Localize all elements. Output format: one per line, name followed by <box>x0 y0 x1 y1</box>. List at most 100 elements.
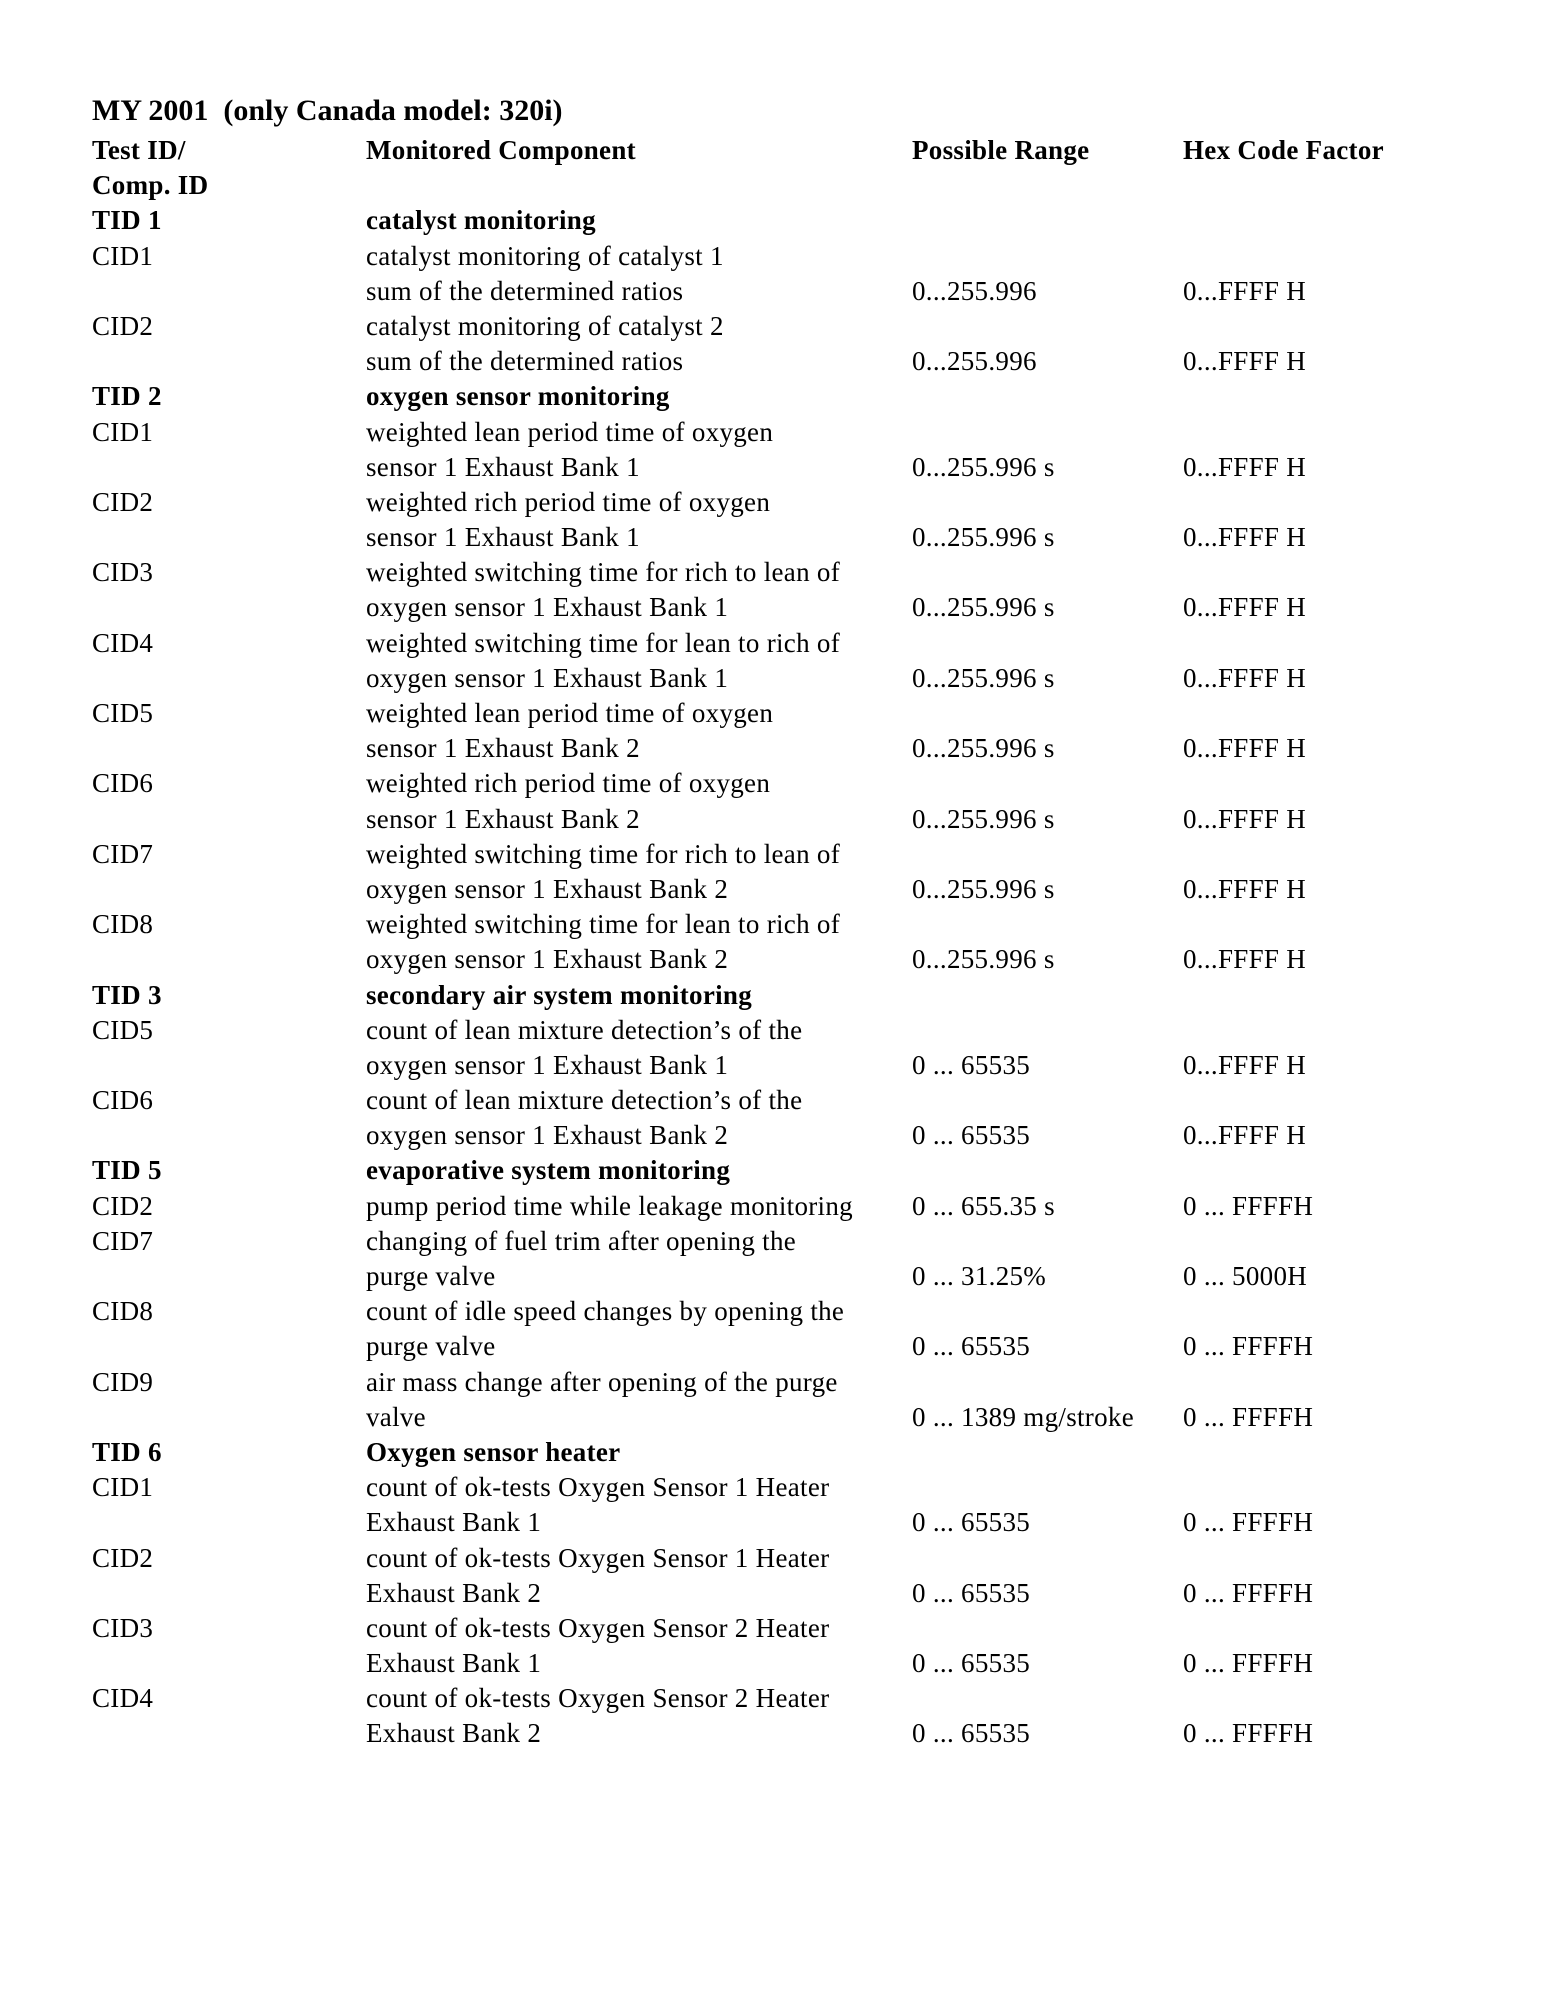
range-cell: 0 ... 65535 <box>912 1718 1031 1749</box>
header-comp-id: Comp. ID <box>92 170 209 201</box>
test-id-cell: CID5 <box>92 698 154 728</box>
component-cell: purge valve <box>366 1331 496 1362</box>
hex-cell: 0 ... FFFFH <box>1183 1648 1314 1679</box>
component-cell: count of lean mixture detection’s of the <box>366 1014 803 1045</box>
component-cell: weighted switching time for rich to lean… <box>366 838 841 869</box>
test-id-cell: CID6 <box>92 1085 154 1116</box>
hex-cell: 0...FFFF H <box>1183 451 1307 482</box>
component-cell: air mass change after opening of the pur… <box>366 1366 838 1397</box>
component-cell: oxygen sensor 1 Exhaust Bank 2 <box>366 873 729 904</box>
component-cell: Exhaust Bank 2 <box>366 1718 542 1749</box>
component-cell: purge valve <box>366 1261 496 1291</box>
range-cell: 0...255.996 s <box>912 592 1055 623</box>
range-cell: 0...255.996 s <box>912 803 1055 834</box>
test-id-cell: CID4 <box>92 1683 154 1714</box>
test-id-cell: CID8 <box>92 909 154 940</box>
range-cell: 0...255.996 s <box>912 944 1055 975</box>
hex-cell: 0 ... FFFFH <box>1183 1507 1314 1538</box>
component-cell: sensor 1 Exhaust Bank 1 <box>366 522 640 553</box>
test-id-cell: CID8 <box>92 1296 154 1327</box>
test-id-cell: TID 3 <box>92 979 162 1010</box>
component-cell: count of ok-tests Oxygen Sensor 2 Heater <box>366 1612 830 1643</box>
range-cell: 0...255.996 s <box>912 662 1055 693</box>
header-possible-range: Possible Range <box>912 135 1090 165</box>
range-cell: 0 ... 655.35 s <box>912 1190 1055 1221</box>
range-cell: 0 ... 65535 <box>912 1648 1031 1679</box>
hex-cell: 0...FFFF H <box>1183 275 1307 306</box>
range-cell: 0...255.996 <box>912 346 1037 377</box>
component-cell: Exhaust Bank 1 <box>366 1507 542 1538</box>
component-cell: weighted switching time for lean to rich… <box>366 909 841 940</box>
hex-cell: 0 ... FFFFH <box>1183 1718 1314 1749</box>
component-cell: count of ok-tests Oxygen Sensor 1 Heater <box>366 1542 830 1573</box>
component-cell: count of lean mixture detection’s of the <box>366 1085 803 1116</box>
range-cell: 0 ... 1389 mg/stroke <box>912 1401 1134 1432</box>
component-cell: catalyst monitoring of catalyst 2 <box>366 310 724 341</box>
test-id-cell: CID7 <box>92 1225 154 1256</box>
test-id-cell: TID 5 <box>92 1155 162 1186</box>
test-id-cell: CID5 <box>92 1014 154 1045</box>
component-cell: oxygen sensor 1 Exhaust Bank 2 <box>366 1120 729 1151</box>
range-cell: 0...255.996 s <box>912 873 1055 904</box>
range-cell: 0 ... 65535 <box>912 1507 1031 1538</box>
hex-cell: 0 ... FFFFH <box>1183 1577 1314 1608</box>
hex-cell: 0 ... FFFFH <box>1183 1401 1314 1432</box>
component-cell: weighted rich period time of oxygen <box>366 768 771 799</box>
component-cell: catalyst monitoring <box>366 205 596 236</box>
test-id-cell: CID2 <box>92 310 154 341</box>
hex-cell: 0 ... 5000H <box>1183 1261 1308 1291</box>
component-cell: weighted switching time for lean to rich… <box>366 627 841 658</box>
hex-cell: 0...FFFF H <box>1183 346 1307 377</box>
test-id-cell: CID2 <box>92 1190 154 1221</box>
range-cell: 0 ... 65535 <box>912 1331 1031 1362</box>
range-cell: 0...255.996 <box>912 275 1037 306</box>
component-cell: weighted switching time for rich to lean… <box>366 557 841 588</box>
hex-cell: 0...FFFF H <box>1183 1049 1307 1080</box>
test-id-cell: CID2 <box>92 486 154 517</box>
component-cell: sensor 1 Exhaust Bank 1 <box>366 451 640 482</box>
test-id-cell: CID2 <box>92 1542 154 1573</box>
component-cell: weighted rich period time of oxygen <box>366 486 771 517</box>
test-id-cell: CID7 <box>92 838 154 869</box>
hex-cell: 0...FFFF H <box>1183 662 1307 693</box>
hex-cell: 0...FFFF H <box>1183 1120 1307 1151</box>
component-cell: oxygen sensor 1 Exhaust Bank 1 <box>366 1049 729 1080</box>
component-cell: changing of fuel trim after opening the <box>366 1225 797 1256</box>
component-cell: oxygen sensor 1 Exhaust Bank 1 <box>366 662 729 693</box>
test-id-cell: TID 1 <box>92 205 162 236</box>
component-cell: Exhaust Bank 2 <box>366 1577 542 1608</box>
hex-cell: 0...FFFF H <box>1183 592 1307 623</box>
test-id-cell: CID1 <box>92 240 154 271</box>
page-title: MY 2001 (only Canada model: 320i) <box>92 94 563 127</box>
hex-cell: 0 ... FFFFH <box>1183 1190 1314 1221</box>
header-hex-code-factor: Hex Code Factor <box>1183 135 1384 165</box>
component-cell: Oxygen sensor heater <box>366 1436 621 1467</box>
test-id-cell: CID1 <box>92 416 154 447</box>
hex-cell: 0...FFFF H <box>1183 803 1307 834</box>
test-id-cell: CID3 <box>92 557 154 588</box>
component-cell: sum of the determined ratios <box>366 346 684 377</box>
component-cell: oxygen sensor monitoring <box>366 381 670 412</box>
hex-cell: 0...FFFF H <box>1183 873 1307 904</box>
test-id-cell: CID3 <box>92 1612 154 1643</box>
component-cell: weighted lean period time of oxygen <box>366 416 774 447</box>
header-test-id: Test ID/ <box>92 135 186 165</box>
component-cell: Exhaust Bank 1 <box>366 1648 542 1679</box>
component-cell: sensor 1 Exhaust Bank 2 <box>366 733 640 764</box>
test-id-cell: CID9 <box>92 1366 154 1397</box>
range-cell: 0...255.996 s <box>912 733 1055 764</box>
range-cell: 0...255.996 s <box>912 522 1055 553</box>
test-id-cell: CID1 <box>92 1472 154 1503</box>
component-cell: count of ok-tests Oxygen Sensor 1 Heater <box>366 1472 830 1503</box>
component-cell: secondary air system monitoring <box>366 979 753 1010</box>
test-id-cell: TID 6 <box>92 1436 162 1467</box>
test-id-cell: TID 2 <box>92 381 162 412</box>
component-cell: oxygen sensor 1 Exhaust Bank 1 <box>366 592 729 623</box>
component-cell: oxygen sensor 1 Exhaust Bank 2 <box>366 944 729 975</box>
range-cell: 0 ... 65535 <box>912 1049 1031 1080</box>
hex-cell: 0...FFFF H <box>1183 733 1307 764</box>
component-cell: catalyst monitoring of catalyst 1 <box>366 240 724 271</box>
component-cell: evaporative system monitoring <box>366 1155 731 1186</box>
component-cell: count of ok-tests Oxygen Sensor 2 Heater <box>366 1683 830 1714</box>
range-cell: 0...255.996 s <box>912 451 1055 482</box>
